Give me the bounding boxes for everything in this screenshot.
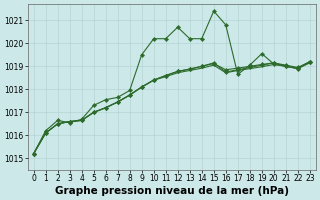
- X-axis label: Graphe pression niveau de la mer (hPa): Graphe pression niveau de la mer (hPa): [55, 186, 289, 196]
